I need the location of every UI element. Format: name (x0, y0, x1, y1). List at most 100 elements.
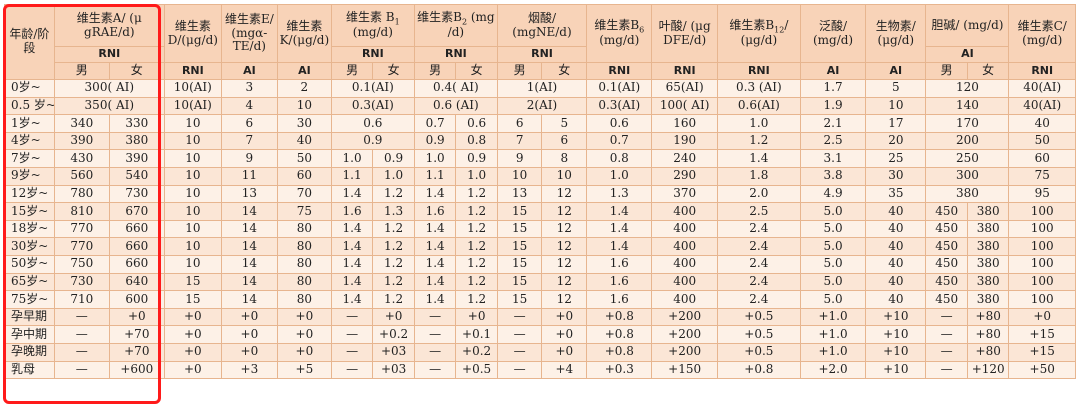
cell-choline-male: — (925, 325, 968, 344)
cell-b6: +0.8 (586, 342, 653, 362)
cell-b6: 0.3(AI) (586, 96, 653, 116)
cell-folate: 400 (651, 272, 718, 292)
cell-e: 14 (220, 290, 278, 309)
cell-niacin-female: 5 (541, 114, 588, 133)
header-vitamin-e: 维生素E/ (mgα-TE/d) (220, 4, 278, 63)
cell-d: 10 (163, 202, 222, 221)
cell-e: 14 (220, 237, 278, 256)
header-male-niacin: 男 (496, 62, 543, 80)
cell-choline: 250 (925, 149, 1010, 168)
cell-a-male: 390 (53, 131, 110, 151)
table-row: 9岁~ 560 540 10 11 60 1.1 1.0 1.1 1.0 10 10 1.0 290 1.8… (4, 166, 1076, 186)
cell-b6: 1.6 (586, 254, 653, 274)
vitamin-dri-table: 年龄/阶段 维生素A/ (μ gRAE/d) 维生素D/(μg/d) 维生素E/… (4, 4, 1076, 380)
table-row: 孕晚期 — +70 +0 +0 +0— +03— +0.2— +0 +0.8 +200 +0.5 +1.… (4, 342, 1076, 362)
cell-niacin-male: 9 (496, 149, 543, 168)
cell-b1-male: — (330, 360, 374, 380)
cell-folate: 100( AI) (651, 96, 718, 116)
cell-e: 14 (220, 202, 278, 221)
cell-choline: 120 (925, 79, 1010, 98)
cell-d: +0 (163, 307, 222, 327)
cell-b6: +0.8 (586, 325, 653, 344)
cell-b1-female: 1.0 (372, 166, 415, 186)
cell-b1-male: 1.6 (330, 202, 374, 221)
header-vitamin-b12: 维生素B12/ (μg/d) (716, 4, 801, 63)
cell-k: 60 (276, 166, 332, 186)
cell-e: 9 (220, 149, 278, 168)
cell-b6: +0.8 (586, 307, 653, 327)
table-row: 75岁~ 710 600 15 14 80 1.4 1.2 1.4 1.2 15 12 1.6 400 2.… (4, 290, 1076, 309)
cell-biotin: 40 (865, 237, 927, 256)
cell-biotin: 40 (865, 290, 927, 309)
header-rni-niacin: RNI (496, 46, 588, 63)
cell-k: 80 (276, 219, 332, 239)
header-vitamin-k: 维生素 K/(μg/d) (276, 4, 332, 63)
cell-a-female: 660 (108, 237, 165, 256)
cell-choline-male: — (925, 307, 968, 327)
cell-age: 0.5 岁~ (4, 96, 55, 116)
cell-niacin-female: 12 (541, 237, 588, 256)
cell-panto: +1.0 (799, 307, 867, 327)
cell-c: 100 (1008, 254, 1076, 274)
cell-biotin: +10 (865, 307, 927, 327)
cell-b2: 0.6 (AI) (413, 96, 498, 116)
cell-a-male: 430 (53, 149, 110, 168)
cell-d: 15 (163, 272, 222, 292)
cell-k: +5 (276, 360, 332, 380)
cell-b2-female: +0.1 (455, 325, 498, 344)
cell-b2-male: 1.4 (413, 237, 457, 256)
cell-age: 15岁~ (4, 202, 55, 221)
header-vitamin-b12-sub: 12 (774, 25, 785, 35)
cell-b2-female: +0 (455, 307, 498, 327)
cell-b1-female: 1.2 (372, 237, 415, 256)
cell-b6: 1.4 (586, 202, 653, 221)
cell-b2-male: 0.9 (413, 131, 457, 151)
cell-a-female: +70 (108, 325, 165, 344)
cell-a-male: — (53, 307, 110, 327)
cell-panto: 1.9 (799, 96, 867, 116)
cell-a-male: 340 (53, 114, 110, 133)
cell-b12: 1.2 (716, 131, 801, 151)
cell-b1: 0.3(AI) (330, 96, 415, 116)
cell-folate: 400 (651, 290, 718, 309)
cell-k: 40 (276, 131, 332, 151)
header-rni-a: RNI (53, 46, 165, 63)
cell-biotin: 40 (865, 254, 927, 274)
cell-niacin-male: — (496, 342, 543, 362)
cell-a-female: +70 (108, 342, 165, 362)
cell-biotin: +10 (865, 342, 927, 362)
cell-b2: 0.4( AI) (413, 79, 498, 98)
cell-d: 10 (163, 254, 222, 274)
cell-folate: 400 (651, 219, 718, 239)
cell-choline-female: 380 (966, 290, 1010, 309)
cell-c: +50 (1008, 360, 1076, 380)
cell-niacin-male: 15 (496, 237, 543, 256)
cell-b12: +0.8 (716, 360, 801, 380)
cell-niacin: 1(AI) (496, 79, 588, 98)
cell-e: 4 (220, 96, 278, 116)
cell-biotin: 35 (865, 184, 927, 204)
cell-a-female: +600 (108, 360, 165, 380)
cell-e: 3 (220, 79, 278, 98)
cell-b1-male: 1.0 (330, 149, 374, 168)
cell-age: 1岁~ (4, 114, 55, 133)
cell-choline: 140 (925, 96, 1010, 116)
cell-b1-male: — (330, 325, 374, 344)
cell-k: 2 (276, 79, 332, 98)
cell-c: +0 (1008, 307, 1076, 327)
cell-niacin-male: 15 (496, 272, 543, 292)
cell-age: 孕晚期 (4, 342, 55, 362)
cell-b2-male: — (413, 342, 457, 362)
cell-b2-female: 1.2 (455, 219, 498, 239)
cell-b2-male: 1.0 (413, 149, 457, 168)
cell-b6: +0.3 (586, 360, 653, 380)
cell-choline-female: 380 (966, 237, 1010, 256)
cell-b2-female: 0.9 (455, 149, 498, 168)
cell-b6: 0.1(AI) (586, 79, 653, 98)
header-vitamin-b1-sub: 1 (394, 17, 400, 27)
cell-niacin-male: 15 (496, 290, 543, 309)
cell-b2-female: +0.5 (455, 360, 498, 380)
cell-b2-male: 1.6 (413, 202, 457, 221)
cell-niacin-male: — (496, 307, 543, 327)
cell-b2-male: 1.4 (413, 254, 457, 274)
